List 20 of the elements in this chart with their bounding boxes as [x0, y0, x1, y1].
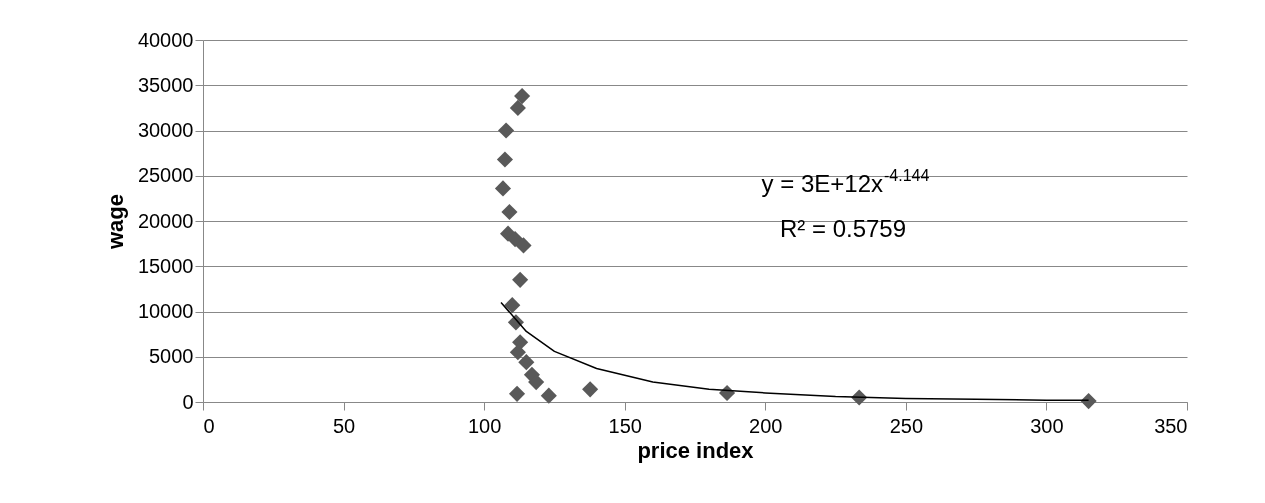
x-tick-label: 350	[1154, 414, 1188, 437]
y-tick-label: 0	[182, 390, 194, 413]
x-tick-label: 300	[1030, 414, 1064, 437]
y-tick-label: 5000	[149, 345, 194, 368]
y-tick-label: 30000	[137, 119, 194, 141]
x-tick-label: 150	[608, 414, 642, 437]
y-tick-label: 35000	[137, 73, 194, 96]
y-tick-label: 25000	[137, 164, 194, 187]
y-tick-label: 15000	[137, 254, 194, 277]
y-tick-label: 20000	[137, 209, 194, 232]
x-tick-label: 0	[203, 414, 215, 437]
x-axis-title: price index	[637, 437, 755, 463]
annotation: R² = 0.5759	[779, 215, 907, 242]
x-tick-label: 200	[749, 414, 783, 437]
x-tick-label: 250	[889, 414, 924, 437]
y-axis-title: wage	[102, 193, 128, 251]
x-tick-label: 50	[332, 414, 356, 437]
x-tick-label: 100	[467, 414, 502, 437]
y-tick-label: 40000	[137, 28, 194, 51]
y-tick-label: 10000	[137, 300, 194, 322]
